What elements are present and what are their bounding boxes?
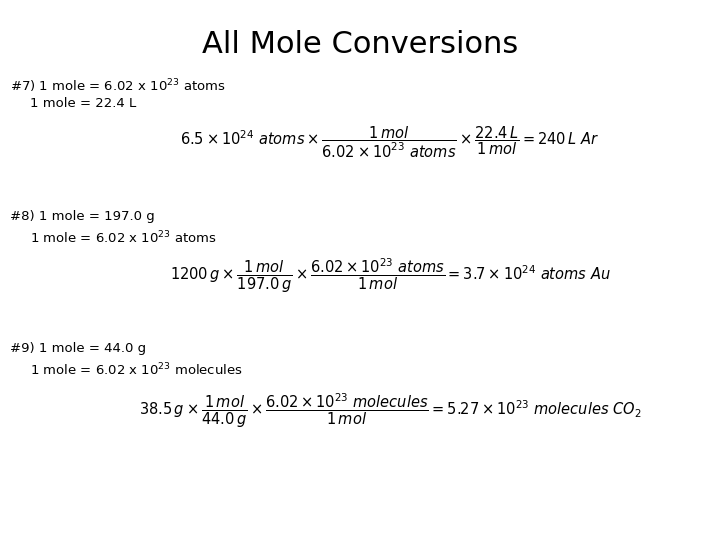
Text: #7) 1 mole = 6.02 x 10$^{23}$ atoms: #7) 1 mole = 6.02 x 10$^{23}$ atoms (10, 77, 225, 94)
Text: All Mole Conversions: All Mole Conversions (202, 30, 518, 59)
Text: 1 mole = 6.02 x 10$^{23}$ atoms: 1 mole = 6.02 x 10$^{23}$ atoms (30, 230, 217, 247)
Text: 1 mole = 6.02 x 10$^{23}$ molecules: 1 mole = 6.02 x 10$^{23}$ molecules (30, 362, 243, 379)
Text: #8) 1 mole = 197.0 g: #8) 1 mole = 197.0 g (10, 210, 155, 223)
Text: $6.5\times10^{24}\ \mathit{atoms}\times\dfrac{1\,\mathit{mol}}{6.02\times10^{23}: $6.5\times10^{24}\ \mathit{atoms}\times\… (180, 125, 600, 160)
Text: 1 mole = 22.4 L: 1 mole = 22.4 L (30, 97, 136, 110)
Text: $38.5\,g\times\dfrac{1\,\mathit{mol}}{44.0\,g}\times\dfrac{6.02\times10^{23}\ \m: $38.5\,g\times\dfrac{1\,\mathit{mol}}{44… (139, 392, 642, 430)
Text: #9) 1 mole = 44.0 g: #9) 1 mole = 44.0 g (10, 342, 146, 355)
Text: $1200\,g\times\dfrac{1\,\mathit{mol}}{197.0\,g}\times\dfrac{6.02\times10^{23}\ \: $1200\,g\times\dfrac{1\,\mathit{mol}}{19… (170, 257, 611, 295)
